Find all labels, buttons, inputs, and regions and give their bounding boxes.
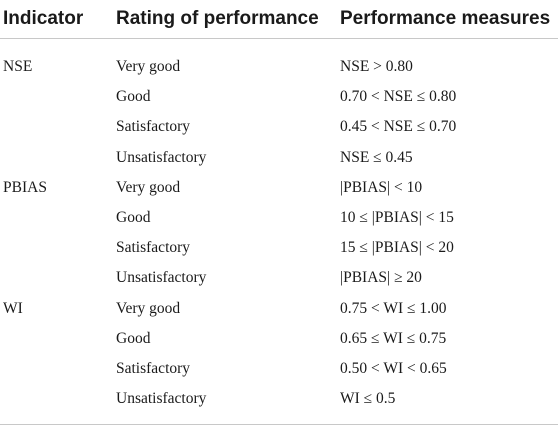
table-bottom-rule (0, 424, 558, 425)
header-measures: Performance measures (338, 0, 558, 39)
table-row: Good 0.65 ≤ WI ≤ 0.75 (0, 324, 558, 354)
cell-measure: 0.50 < WI < 0.65 (340, 359, 447, 377)
cell-rating: Satisfactory (116, 239, 191, 257)
cell-measure: WI ≤ 0.5 (340, 390, 396, 408)
table-row: Good 0.70 < NSE ≤ 0.80 (0, 82, 558, 112)
header-row: Indicator Rating of performance Performa… (0, 0, 558, 39)
table-header: Indicator Rating of performance Performa… (0, 0, 558, 39)
cell-indicator (0, 324, 110, 354)
cell-rating: Good (116, 329, 151, 347)
table-row: PBIAS Very good |PBIAS| < 10 (0, 173, 558, 203)
cell-indicator (0, 143, 110, 173)
cell-measure: NSE ≤ 0.45 (340, 148, 413, 166)
table-body: NSE Very good NSE > 0.80 Good 0.70 < NSE ≤ 0… (0, 39, 558, 415)
header-spacer (0, 39, 558, 53)
cell-measure: |PBIAS| ≥ 20 (340, 269, 422, 287)
cell-indicator: WI (3, 299, 23, 317)
table-row: WI Very good 0.75 < WI ≤ 1.00 (0, 294, 558, 324)
table-row: Satisfactory 0.50 < WI < 0.65 (0, 354, 558, 384)
cell-indicator (0, 233, 110, 263)
cell-indicator (0, 203, 110, 233)
cell-indicator (0, 354, 110, 384)
cell-rating: Satisfactory (116, 118, 191, 136)
cell-indicator (0, 112, 110, 142)
table-row: Unsatisfactory |PBIAS| ≥ 20 (0, 263, 558, 293)
table-row: NSE Very good NSE > 0.80 (0, 52, 558, 82)
cell-measure: 10 ≤ |PBIAS| < 15 (340, 209, 454, 227)
table-row: Satisfactory 0.45 < NSE ≤ 0.70 (0, 112, 558, 142)
cell-rating: Very good (116, 178, 181, 196)
cell-indicator (0, 263, 110, 293)
table-row: Satisfactory 15 ≤ |PBIAS| < 20 (0, 233, 558, 263)
cell-measure: 0.75 < WI ≤ 1.00 (340, 299, 447, 317)
cell-rating: Very good (116, 299, 181, 317)
cell-rating: Unsatisfactory (116, 269, 207, 287)
cell-measure: 0.70 < NSE ≤ 0.80 (340, 88, 457, 106)
table-row: Unsatisfactory NSE ≤ 0.45 (0, 143, 558, 173)
header-indicator: Indicator (0, 0, 110, 39)
cell-rating: Good (116, 88, 151, 106)
cell-measure: 0.65 ≤ WI ≤ 0.75 (340, 329, 447, 347)
cell-measure: |PBIAS| < 10 (340, 178, 423, 196)
performance-rating-table: Indicator Rating of performance Performa… (0, 0, 558, 415)
cell-measure: NSE > 0.80 (340, 58, 413, 76)
cell-rating: Good (116, 209, 151, 227)
cell-rating: Satisfactory (116, 359, 191, 377)
cell-rating: Unsatisfactory (116, 148, 207, 166)
table-row: Good 10 ≤ |PBIAS| < 15 (0, 203, 558, 233)
cell-indicator (0, 384, 110, 414)
cell-rating: Very good (116, 58, 181, 76)
cell-rating: Unsatisfactory (116, 390, 207, 408)
cell-measure: 0.45 < NSE ≤ 0.70 (340, 118, 457, 136)
cell-measure: 15 ≤ |PBIAS| < 20 (340, 239, 454, 257)
cell-indicator: PBIAS (3, 178, 47, 196)
header-rating: Rating of performance (110, 0, 338, 39)
cell-indicator: NSE (3, 58, 33, 76)
table-row: Unsatisfactory WI ≤ 0.5 (0, 384, 558, 414)
cell-indicator (0, 82, 110, 112)
